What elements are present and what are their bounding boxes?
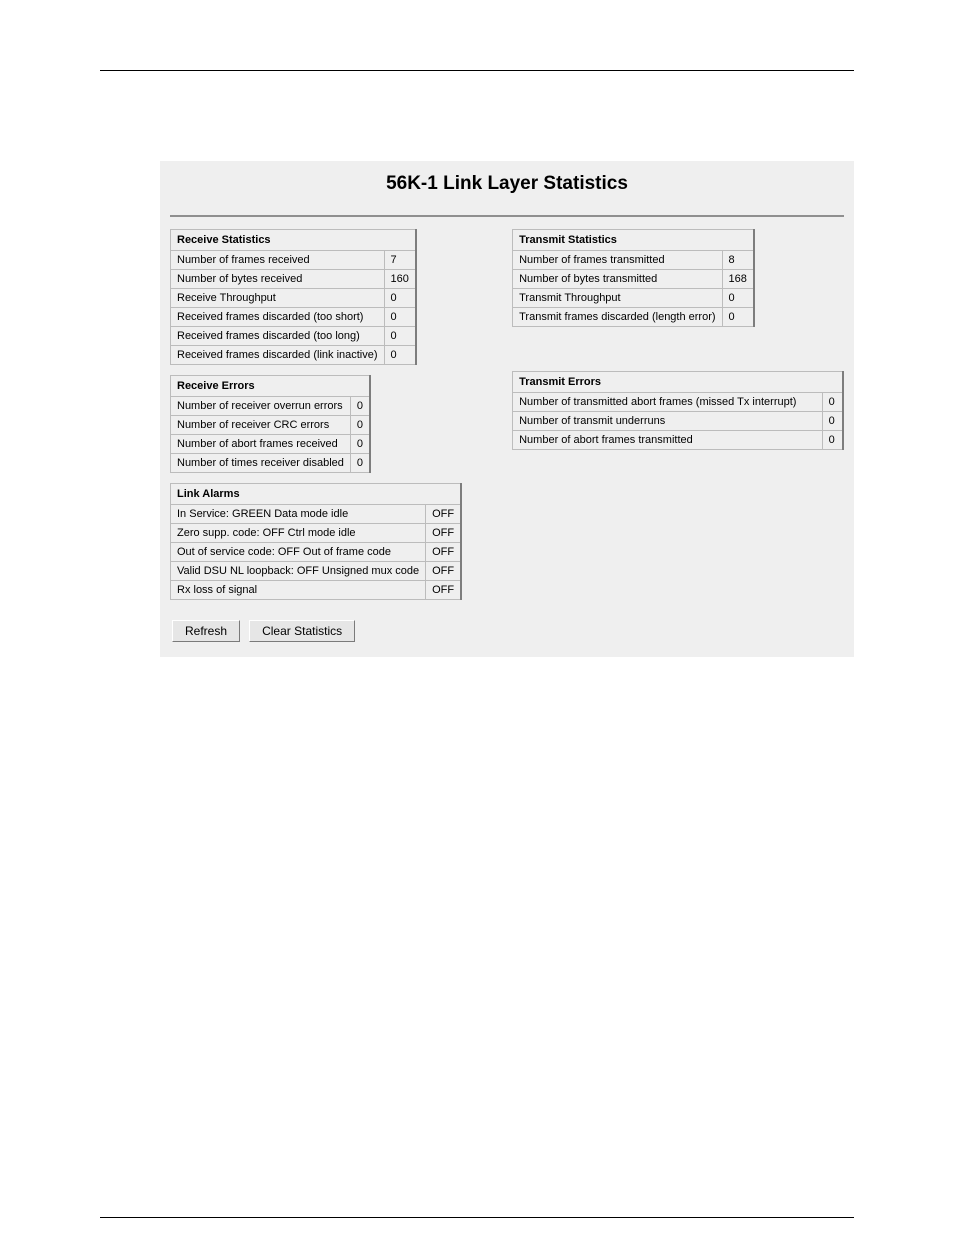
table-row: Number of transmit underruns0 — [513, 412, 843, 431]
stat-label: In Service: GREEN Data mode idle — [171, 505, 426, 524]
table-row: Number of abort frames transmitted0 — [513, 431, 843, 450]
stat-label: Rx loss of signal — [171, 581, 426, 600]
stat-value: 0 — [822, 412, 843, 431]
stat-value: OFF — [426, 505, 462, 524]
table-row: In Service: GREEN Data mode idleOFF — [171, 505, 462, 524]
link-alarms-table: Link Alarms In Service: GREEN Data mode … — [170, 483, 462, 600]
page-title: 56K-1 Link Layer Statistics — [160, 161, 854, 215]
table-row: Received frames discarded (too long)0 — [171, 327, 416, 346]
stat-label: Transmit frames discarded (length error) — [513, 308, 722, 327]
stat-value: OFF — [426, 562, 462, 581]
stat-value: 160 — [384, 270, 416, 289]
stat-value: 7 — [384, 251, 416, 270]
table-row: Number of bytes transmitted168 — [513, 270, 754, 289]
table-row: Out of service code: OFF Out of frame co… — [171, 543, 462, 562]
stat-label: Received frames discarded (link inactive… — [171, 346, 385, 365]
table-row: Number of times receiver disabled0 — [171, 454, 371, 473]
stat-value: 0 — [350, 416, 370, 435]
stat-label: Number of receiver CRC errors — [171, 416, 351, 435]
table-row: Number of bytes received160 — [171, 270, 416, 289]
stat-label: Valid DSU NL loopback: OFF Unsigned mux … — [171, 562, 426, 581]
stat-label: Received frames discarded (too short) — [171, 308, 385, 327]
clear-statistics-button[interactable]: Clear Statistics — [249, 620, 355, 642]
stat-label: Number of frames received — [171, 251, 385, 270]
transmit-statistics-header: Transmit Statistics — [513, 230, 754, 251]
stat-value: OFF — [426, 581, 462, 600]
table-row: Transmit Throughput0 — [513, 289, 754, 308]
stat-label: Zero supp. code: OFF Ctrl mode idle — [171, 524, 426, 543]
stat-label: Receive Throughput — [171, 289, 385, 308]
stat-label: Number of bytes transmitted — [513, 270, 722, 289]
stat-label: Transmit Throughput — [513, 289, 722, 308]
stat-value: OFF — [426, 524, 462, 543]
stat-value: 8 — [722, 251, 754, 270]
stat-value: 0 — [384, 327, 416, 346]
receive-errors-table: Receive Errors Number of receiver overru… — [170, 375, 371, 473]
table-row: Number of abort frames received0 — [171, 435, 371, 454]
stat-value: 0 — [384, 346, 416, 365]
table-row: Zero supp. code: OFF Ctrl mode idleOFF — [171, 524, 462, 543]
stat-value: 0 — [384, 308, 416, 327]
stat-value: 168 — [722, 270, 754, 289]
stat-label: Number of bytes received — [171, 270, 385, 289]
table-row: Rx loss of signalOFF — [171, 581, 462, 600]
refresh-button[interactable]: Refresh — [172, 620, 240, 642]
stat-value: 0 — [822, 393, 843, 412]
stat-value: 0 — [822, 431, 843, 450]
stat-label: Number of transmitted abort frames (miss… — [513, 393, 822, 412]
top-divider — [100, 70, 854, 71]
table-row: Number of frames received7 — [171, 251, 416, 270]
bottom-divider — [100, 1217, 854, 1218]
transmit-errors-header: Transmit Errors — [513, 372, 843, 393]
table-row: Transmit frames discarded (length error)… — [513, 308, 754, 327]
receive-errors-header: Receive Errors — [171, 376, 371, 397]
stat-value: 0 — [350, 435, 370, 454]
transmit-statistics-table: Transmit Statistics Number of frames tra… — [512, 229, 755, 327]
stat-label: Out of service code: OFF Out of frame co… — [171, 543, 426, 562]
table-row: Valid DSU NL loopback: OFF Unsigned mux … — [171, 562, 462, 581]
transmit-errors-table: Transmit Errors Number of transmitted ab… — [512, 371, 844, 450]
statistics-panel: 56K-1 Link Layer Statistics Receive Stat… — [160, 161, 854, 657]
stat-value: 0 — [384, 289, 416, 308]
receive-statistics-table: Receive Statistics Number of frames rece… — [170, 229, 417, 365]
table-row: Received frames discarded (too short)0 — [171, 308, 416, 327]
stat-label: Received frames discarded (too long) — [171, 327, 385, 346]
stat-label: Number of frames transmitted — [513, 251, 722, 270]
stat-label: Number of abort frames received — [171, 435, 351, 454]
table-row: Number of receiver CRC errors0 — [171, 416, 371, 435]
table-row: Number of transmitted abort frames (miss… — [513, 393, 843, 412]
table-row: Number of receiver overrun errors0 — [171, 397, 371, 416]
table-row: Received frames discarded (link inactive… — [171, 346, 416, 365]
table-row: Number of frames transmitted8 — [513, 251, 754, 270]
stat-label: Number of abort frames transmitted — [513, 431, 822, 450]
stat-value: 0 — [350, 397, 370, 416]
receive-statistics-header: Receive Statistics — [171, 230, 416, 251]
link-alarms-header: Link Alarms — [171, 484, 462, 505]
table-row: Receive Throughput0 — [171, 289, 416, 308]
stat-value: 0 — [722, 289, 754, 308]
stat-label: Number of transmit underruns — [513, 412, 822, 431]
stat-value: 0 — [722, 308, 754, 327]
stat-label: Number of times receiver disabled — [171, 454, 351, 473]
stat-value: OFF — [426, 543, 462, 562]
stat-label: Number of receiver overrun errors — [171, 397, 351, 416]
stat-value: 0 — [350, 454, 370, 473]
